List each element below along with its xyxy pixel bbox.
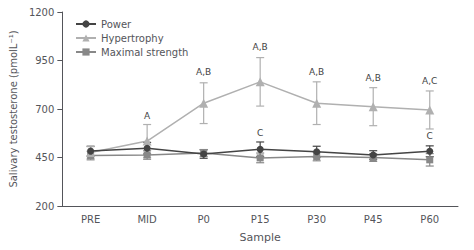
svg-text:A,C: A,C bbox=[422, 76, 437, 86]
svg-text:450: 450 bbox=[35, 152, 54, 163]
svg-text:Power: Power bbox=[101, 19, 132, 30]
svg-text:A: A bbox=[144, 111, 151, 121]
svg-text:Hypertrophy: Hypertrophy bbox=[101, 33, 164, 44]
svg-text:200: 200 bbox=[35, 201, 54, 212]
svg-text:1200: 1200 bbox=[29, 7, 54, 18]
svg-text:A,B: A,B bbox=[366, 73, 381, 83]
svg-text:A,B: A,B bbox=[309, 67, 324, 77]
svg-text:A,B: A,B bbox=[253, 42, 268, 52]
svg-text:Sample: Sample bbox=[240, 231, 281, 244]
svg-text:P0: P0 bbox=[197, 214, 209, 225]
svg-text:C: C bbox=[427, 131, 433, 141]
svg-text:MID: MID bbox=[137, 214, 157, 225]
svg-text:950: 950 bbox=[35, 55, 54, 66]
svg-text:Maximal strength: Maximal strength bbox=[101, 47, 188, 58]
svg-text:700: 700 bbox=[35, 104, 54, 115]
svg-text:C: C bbox=[257, 128, 263, 138]
svg-text:A,B: A,B bbox=[196, 67, 211, 77]
svg-text:Salivary testosterone (pmolL⁻¹: Salivary testosterone (pmolL⁻¹) bbox=[8, 30, 19, 187]
svg-text:P45: P45 bbox=[364, 214, 383, 225]
svg-text:P15: P15 bbox=[251, 214, 270, 225]
svg-text:P30: P30 bbox=[307, 214, 326, 225]
svg-text:P60: P60 bbox=[420, 214, 439, 225]
svg-text:PRE: PRE bbox=[81, 214, 100, 225]
